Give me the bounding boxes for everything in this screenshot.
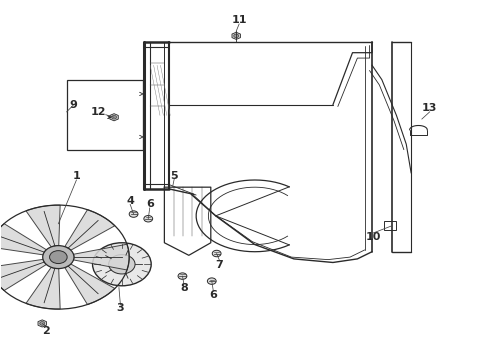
Polygon shape xyxy=(38,320,47,327)
Text: 3: 3 xyxy=(117,303,124,314)
Text: 8: 8 xyxy=(180,283,188,293)
Circle shape xyxy=(49,251,67,264)
Text: 12: 12 xyxy=(91,107,106,117)
Polygon shape xyxy=(74,244,129,270)
Polygon shape xyxy=(110,114,118,121)
Text: 6: 6 xyxy=(209,290,217,300)
Text: 9: 9 xyxy=(69,100,77,111)
Polygon shape xyxy=(26,267,60,309)
Text: 11: 11 xyxy=(231,15,247,26)
Text: 6: 6 xyxy=(146,199,154,210)
Text: 10: 10 xyxy=(366,232,381,242)
Circle shape xyxy=(144,216,153,222)
Text: 1: 1 xyxy=(73,171,80,181)
Text: 7: 7 xyxy=(216,260,223,270)
Circle shape xyxy=(112,116,117,119)
Circle shape xyxy=(207,278,216,284)
Text: 13: 13 xyxy=(422,103,438,113)
Circle shape xyxy=(43,246,74,269)
Circle shape xyxy=(129,211,138,217)
Text: 5: 5 xyxy=(171,171,178,181)
Circle shape xyxy=(40,321,45,325)
Bar xyxy=(384,221,396,230)
Polygon shape xyxy=(65,210,115,250)
Polygon shape xyxy=(232,32,241,40)
Polygon shape xyxy=(26,205,60,247)
Text: 4: 4 xyxy=(126,196,134,206)
Bar xyxy=(67,80,144,149)
Circle shape xyxy=(212,250,221,257)
Polygon shape xyxy=(65,264,115,305)
Polygon shape xyxy=(0,224,47,255)
Circle shape xyxy=(109,255,135,274)
Polygon shape xyxy=(0,259,47,291)
Circle shape xyxy=(234,34,239,38)
Circle shape xyxy=(93,243,151,286)
Text: 2: 2 xyxy=(42,325,49,336)
Circle shape xyxy=(178,273,187,279)
